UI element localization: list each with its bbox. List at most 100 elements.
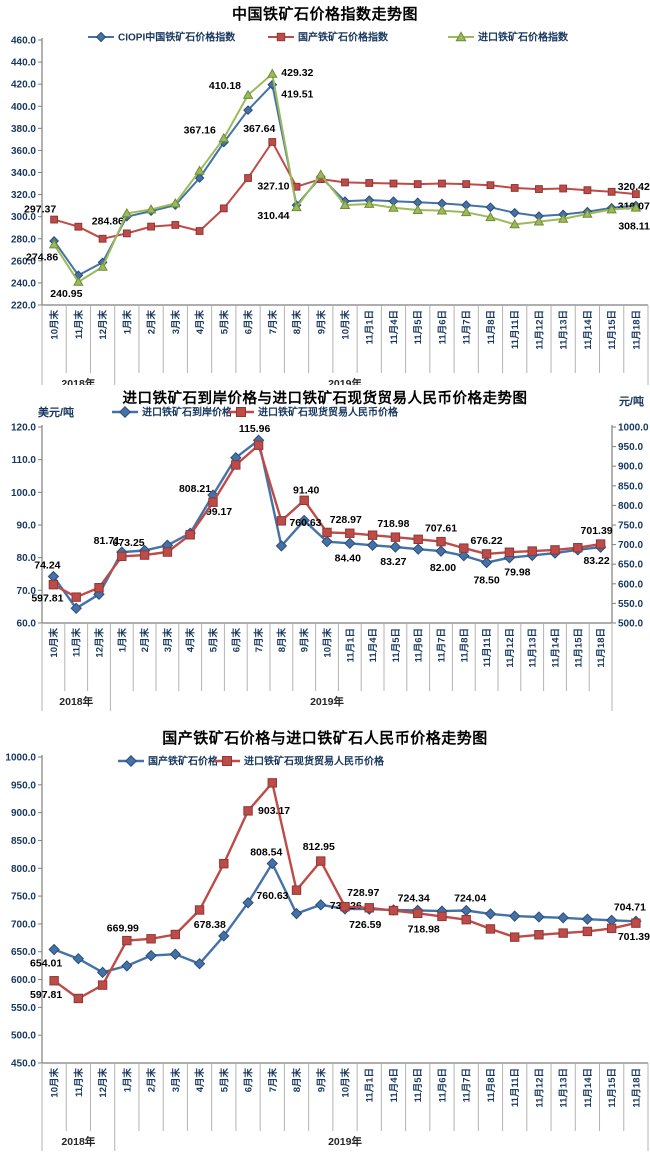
- y2-axis: 1000.0 950.0 900.0 850.0 800.0 750.0 700.0 650.…: [611, 394, 649, 630]
- diamond-marker: [193, 957, 206, 970]
- data-point-label: 82.00: [430, 562, 456, 574]
- data-point-label: 704.71: [614, 901, 646, 913]
- data-point-label: 676.22: [471, 535, 503, 547]
- series-square: 297.37 284.86 367.64 327.10 320.42: [24, 123, 650, 243]
- y-tick-label: 70.0: [17, 586, 37, 597]
- triangle-marker: [509, 218, 520, 229]
- square-marker: [171, 221, 180, 229]
- square-marker: [222, 756, 232, 766]
- x-tick-label: 11月末: [71, 628, 83, 658]
- triangle-marker: [218, 132, 230, 143]
- y-tick-label: 220.0: [11, 301, 36, 312]
- square-marker: [582, 926, 593, 937]
- square-marker: [244, 174, 252, 182]
- legend-label: 国产铁矿石价格指数: [298, 31, 389, 44]
- data-point-label: 760.63: [289, 517, 321, 529]
- square-marker: [147, 222, 155, 231]
- y-axis: 1000.0 950.0 900.0 850.0 800.0 750.0 700.0 650.…: [5, 753, 43, 1070]
- data-point-label: 83.22: [583, 555, 609, 567]
- square-marker: [534, 930, 544, 940]
- diamond-marker: [121, 960, 133, 972]
- x-tick-label: 8月末: [291, 1068, 303, 1093]
- y-tick-label: 750.0: [11, 892, 36, 903]
- diamond-marker: [460, 904, 472, 917]
- data-point-label: 718.98: [408, 923, 440, 935]
- x-tick-label: 11月14日: [583, 310, 594, 350]
- square-marker: [573, 543, 583, 553]
- square-marker: [558, 928, 568, 938]
- x-tick-label: 11月7日: [462, 310, 473, 344]
- x-tick-label: 4月末: [185, 628, 197, 653]
- x-tick-label: 9月末: [299, 628, 311, 653]
- y-tick-label: 120.0: [11, 423, 36, 434]
- y-axis: 460.0 440.0 420.0 400.0 380.0 360.0 340.0 320.0…: [11, 36, 43, 312]
- y-tick-label: 320.0: [11, 190, 36, 201]
- x-tick-label: 11月14日: [583, 1068, 594, 1108]
- y2-tick-label: 650.0: [618, 560, 643, 571]
- diamond-marker: [389, 541, 402, 553]
- triangle-marker: [73, 276, 84, 286]
- square-marker: [461, 914, 471, 925]
- triangle-marker: [412, 204, 423, 214]
- x-tick-label: 1月末: [116, 628, 128, 653]
- square-marker: [486, 181, 495, 190]
- x-tick-label: 7月末: [267, 1068, 279, 1093]
- x-axis: 10月末 11月末 12月末 1月末 2月末 3月末 4月末 5月末 6月末 7月末 8月末 9月末 1…: [41, 304, 649, 385]
- y2-tick-label: 500.0: [618, 619, 643, 630]
- square-marker: [459, 543, 469, 553]
- x-tick-label: 10月末: [48, 628, 60, 658]
- x-tick-label: 12月末: [97, 310, 109, 340]
- y-tick-label: 90.0: [17, 521, 37, 532]
- square-marker: [276, 516, 287, 526]
- y-tick-label: 440.0: [11, 58, 36, 69]
- square-marker: [437, 911, 447, 922]
- square-marker: [559, 184, 568, 193]
- x-tick-label: 11月1日: [365, 310, 376, 344]
- x-tick-label: 11月18日: [631, 310, 642, 350]
- y-tick-label: 1000.0: [5, 753, 36, 764]
- square-marker: [365, 179, 374, 187]
- square-marker: [219, 859, 229, 869]
- diamond-marker: [96, 966, 109, 979]
- data-point-label: 99.17: [206, 506, 232, 518]
- data-point-label: 726.59: [349, 919, 381, 931]
- x-tick-label: 10月末: [340, 1068, 352, 1098]
- data-point-label: 91.40: [293, 484, 319, 496]
- x-tick-label: 1月末: [121, 1068, 133, 1093]
- data-point-label: 84.40: [335, 552, 361, 564]
- x-tick-label: 6月末: [243, 310, 255, 335]
- y-tick-label: 950.0: [11, 780, 36, 791]
- x-tick-label: 11月11日: [510, 310, 521, 349]
- y-tick-label: 240.0: [11, 278, 36, 289]
- x-tick-label: 2月末: [146, 1068, 158, 1093]
- triangle-marker: [436, 205, 448, 215]
- x-tick-label: 11月13日: [528, 628, 539, 668]
- square-marker: [122, 935, 132, 946]
- legend: CIOPI中国铁矿石价格指数 国产铁矿石价格指数 进口铁矿石价格指数: [88, 31, 569, 44]
- square-marker: [71, 592, 81, 602]
- y-tick-label: 400.0: [11, 102, 36, 113]
- x-tick-label: 11月14日: [551, 628, 562, 668]
- triangle-marker: [48, 239, 60, 249]
- data-point-label: 673.25: [113, 537, 145, 549]
- triangle-marker: [533, 216, 545, 226]
- data-point-label: 429.32: [281, 67, 313, 79]
- x-tick-label: 11月1日: [345, 628, 356, 662]
- data-point-label: 327.10: [257, 181, 289, 193]
- series-square: 597.81 669.99 903.17 760.63 812.95 728.97 718.…: [30, 778, 650, 1004]
- x-tick-label: 11月5日: [391, 628, 402, 662]
- square-marker: [267, 778, 277, 788]
- square-marker: [97, 980, 108, 990]
- x-tick-label: 11月5日: [413, 310, 424, 344]
- x-tick-label: 3月末: [170, 310, 182, 335]
- y-tick-label: 550.0: [11, 1003, 36, 1014]
- square-marker: [195, 227, 204, 235]
- square-marker: [322, 527, 332, 538]
- data-point-label: 678.38: [194, 919, 226, 931]
- diamond-marker: [321, 535, 333, 548]
- year-group-label: 2018年: [61, 1135, 95, 1148]
- series-diamond: 74.24 81.71 99.17 115.96 91.40 84.40 83.27 82.0…: [34, 423, 610, 615]
- triangle-marker: [291, 201, 302, 212]
- square-marker: [367, 530, 378, 540]
